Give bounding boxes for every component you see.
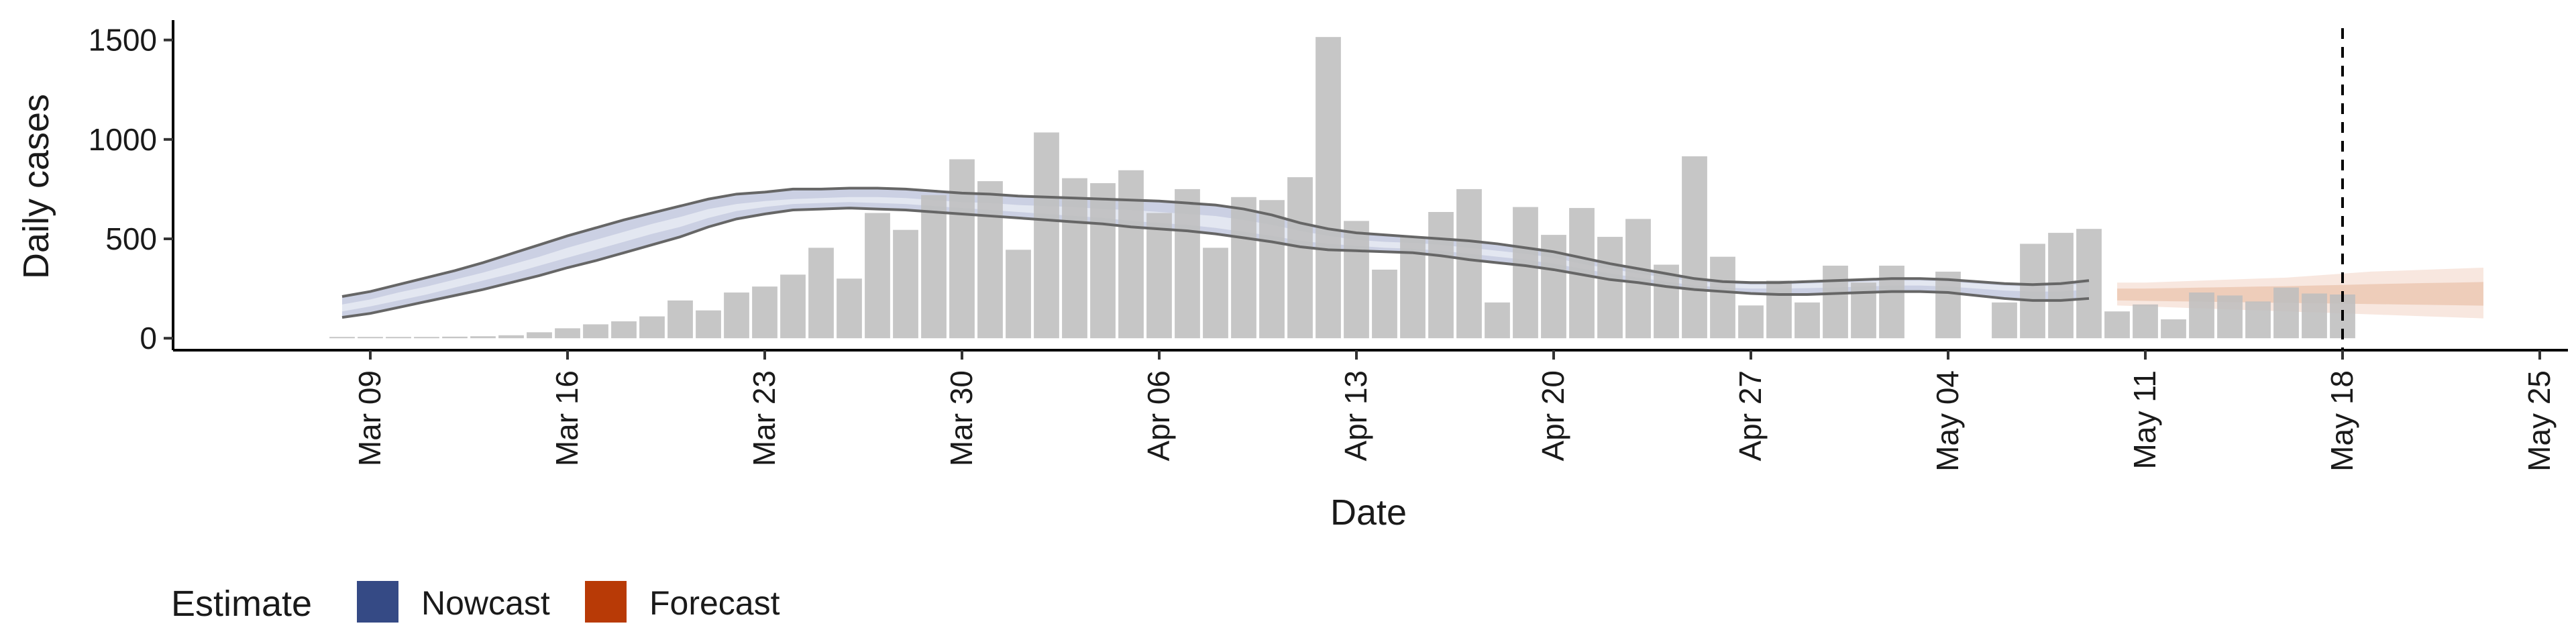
case-bar [921,195,947,339]
case-bar [1428,212,1454,339]
legend-title: Estimate [171,584,312,624]
case-bar [808,248,834,339]
case-bar [442,336,468,339]
x-tick-label: May 25 [2522,370,2557,472]
x-tick-label: Mar 23 [747,370,782,466]
case-bar [1625,219,1651,339]
legend-swatch-nowcast [357,581,398,623]
legend-label-forecast: Forecast [649,584,780,622]
case-bar [498,335,524,339]
y-axis-label: Daily cases [16,94,56,279]
case-bar [865,213,890,339]
nowcast-upper-line [341,186,2090,298]
case-bar [2302,293,2327,339]
case-bar [2048,233,2074,339]
case-bar [1344,221,1369,339]
case-bar [837,278,862,339]
case-bar [527,332,552,339]
case-bar [893,229,918,339]
case-bar [1935,271,1961,339]
y-tick-label: 1500 [89,23,157,58]
y-axis-ticks: 0 500 1000 1500 [89,23,173,356]
nowcast-band-outer [342,188,2089,318]
case-bar [2273,287,2299,339]
case-bar [2076,229,2102,339]
case-bar [1456,189,1482,339]
case-bar [639,316,665,339]
x-tick-label: Apr 06 [1141,370,1176,462]
case-bar [1485,302,1510,339]
chart-axes [172,20,2568,352]
x-tick-label: Mar 16 [549,370,584,466]
x-tick-label: Mar 09 [352,370,387,466]
case-bar [1231,197,1256,339]
case-bar [1738,305,1764,339]
x-tick-label: Apr 20 [1536,370,1570,462]
case-bar [1823,266,1848,339]
case-bar [1794,302,1820,339]
case-bar [724,292,749,339]
case-bar [1710,256,1735,339]
case-bar [2189,292,2214,339]
case-bar [1175,189,1200,339]
case-bar [611,321,637,339]
case-bar [2217,295,2243,339]
x-tick-label: Apr 27 [1733,370,1768,462]
case-bar [2020,244,2045,339]
case-bars [329,37,2355,339]
case-bar [696,310,721,339]
case-bar [1682,156,1707,339]
case-bar [949,159,975,339]
case-bar [1654,264,1679,339]
legend: Estimate Nowcast Forecast [171,581,780,624]
case-bar [2133,304,2158,339]
nowcast-band-inner [342,197,2089,312]
case-bar [667,300,693,339]
case-bar [470,336,496,339]
case-bar [1287,177,1313,339]
y-tick-label: 500 [105,221,157,256]
x-tick-label: Mar 30 [944,370,979,466]
case-bar [1146,213,1172,339]
case-bar [329,337,355,339]
case-bar [1034,132,1059,339]
x-axis-ticks: Mar 09 Mar 16 Mar 23 Mar 30 Apr 06 Apr 13 Apr … [352,350,2557,472]
nowcast-lower-line [341,207,2090,319]
case-bar [1992,302,2017,339]
case-bar [414,337,439,339]
case-bar [1062,178,1087,339]
case-bar [1597,237,1623,339]
case-bar [1513,207,1538,339]
x-axis-label: Date [1330,492,1407,533]
legend-swatch-forecast [585,581,627,623]
case-bar [583,324,608,339]
y-tick-label: 1000 [89,122,157,157]
case-bar [977,181,1003,339]
case-bar [2104,311,2130,339]
case-bar [555,328,580,339]
case-bar [1316,37,1341,339]
case-bar [1766,280,1792,339]
x-tick-label: May 04 [1930,370,1965,472]
case-bar [1879,266,1904,339]
nowcast-outlines [341,186,2090,319]
x-tick-label: Apr 13 [1338,370,1373,462]
case-bar [1372,269,1397,339]
case-bar [358,337,383,339]
x-tick-label: May 18 [2324,370,2359,472]
case-bar [2161,319,2186,339]
case-bar [1090,183,1116,339]
case-bar [386,337,411,339]
case-bar [1118,170,1144,339]
case-bar [1203,248,1228,339]
case-bar [752,286,777,339]
legend-label-nowcast: Nowcast [421,584,550,622]
case-bar [2245,301,2271,339]
case-bar [1259,200,1285,339]
y-tick-label: 0 [140,321,157,356]
case-bar [780,274,806,339]
x-tick-label: May 11 [2127,370,2162,469]
case-bar [1006,250,1031,339]
